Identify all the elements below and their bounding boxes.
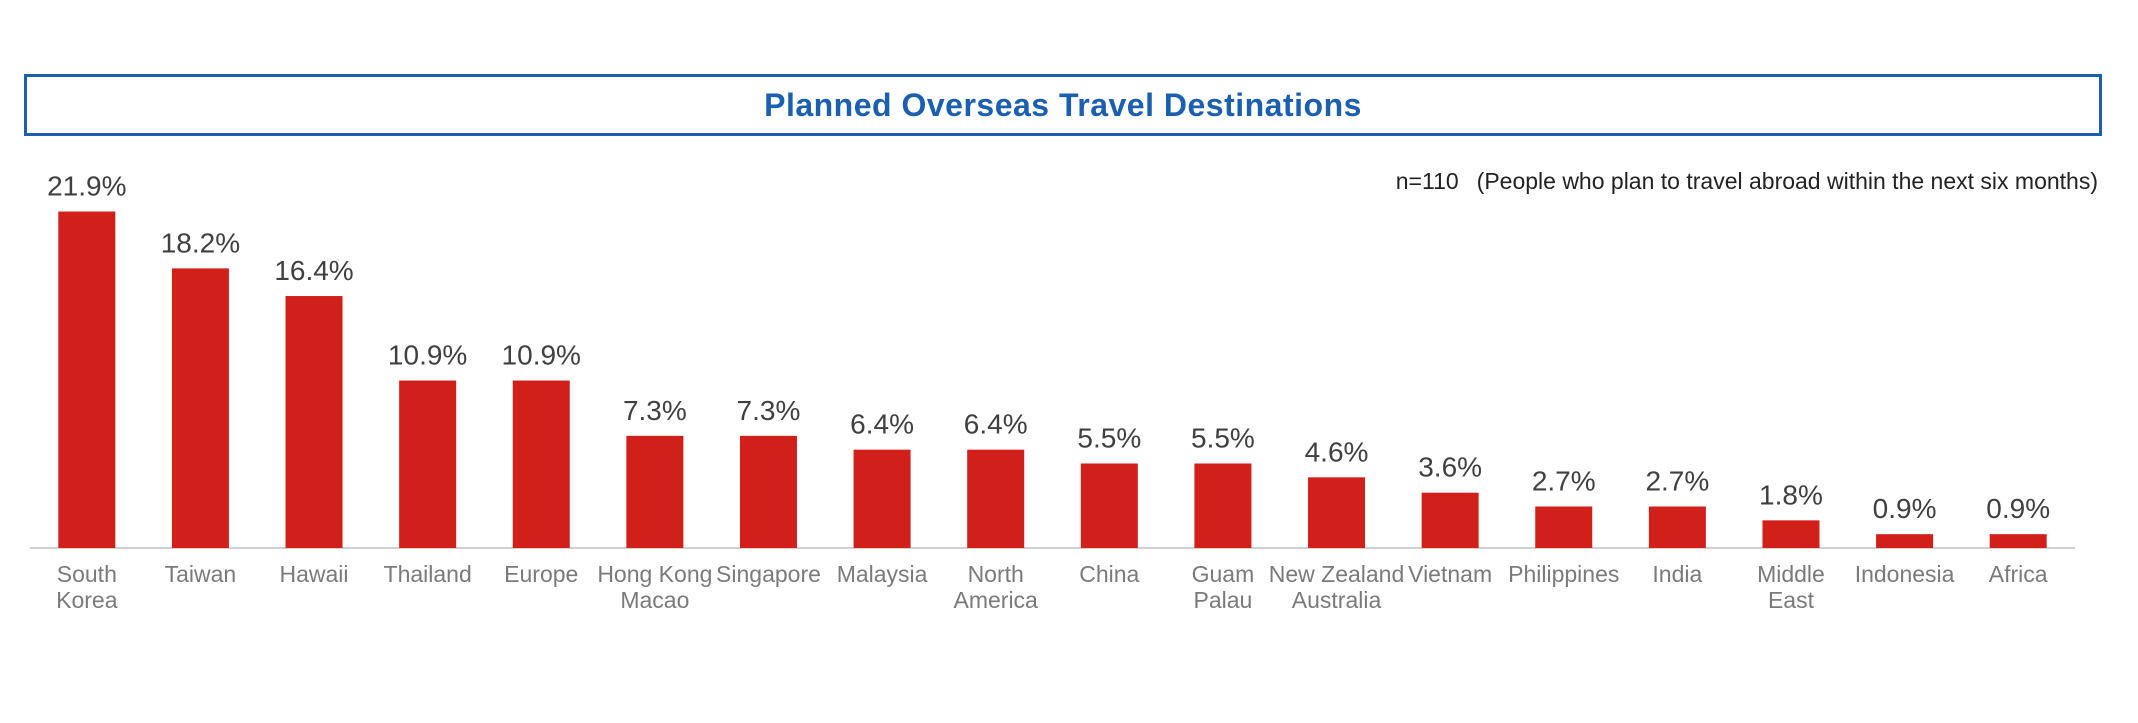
bar: [512, 380, 570, 548]
x-tick-label: Malaysia: [837, 561, 928, 587]
data-label: 6.4%: [850, 409, 914, 440]
data-label: 10.9%: [388, 340, 467, 371]
x-tick-label: Thailand: [384, 561, 472, 587]
data-label: 6.4%: [964, 409, 1028, 440]
data-label: 0.9%: [1873, 493, 1937, 524]
x-tick-label: Philippines: [1508, 561, 1619, 587]
data-label: 1.8%: [1759, 479, 1823, 510]
data-label: 2.7%: [1645, 466, 1709, 497]
sample-note: n=110 (People who plan to travel abroad w…: [1396, 168, 2098, 195]
x-tick-label: Guam: [1192, 561, 1255, 587]
sample-size: n=110: [1395, 168, 1459, 194]
data-label: 5.5%: [1191, 423, 1255, 454]
x-tick-label: East: [1768, 587, 1815, 613]
x-tick-label: Singapore: [716, 561, 821, 587]
bar: [967, 449, 1025, 548]
data-label: 2.7%: [1532, 466, 1596, 497]
data-label: 3.6%: [1418, 452, 1482, 483]
bar: [1421, 492, 1479, 548]
x-tick-label: India: [1652, 561, 1702, 587]
data-label: 0.9%: [1986, 493, 2050, 524]
chart-title: Planned Overseas Travel Destinations: [764, 86, 1362, 123]
bar: [1308, 477, 1366, 548]
x-tick-label: Hong Kong: [597, 561, 712, 587]
x-tick-label: Taiwan: [165, 561, 237, 587]
x-tick-label: Indonesia: [1855, 561, 1955, 587]
x-tick-label: Middle: [1757, 561, 1825, 587]
x-tick-label: Australia: [1292, 587, 1382, 613]
data-label: 16.4%: [274, 255, 353, 286]
bar: [1648, 506, 1706, 548]
bar: [399, 380, 457, 548]
data-label: 10.9%: [502, 340, 581, 371]
x-tick-label: Hawaii: [280, 561, 349, 587]
bar: [1080, 463, 1138, 548]
bar: [626, 435, 684, 548]
data-label: 7.3%: [737, 395, 801, 426]
bar: [285, 296, 343, 548]
x-tick-label: China: [1079, 561, 1139, 587]
x-tick-label: Macao: [620, 587, 689, 613]
bar: [1535, 506, 1593, 548]
x-tick-label: New Zealand: [1269, 561, 1405, 587]
data-label: 21.9%: [47, 171, 126, 202]
bar: [1762, 520, 1820, 548]
bar: [58, 211, 116, 548]
bar: [1194, 463, 1252, 548]
x-tick-label: Europe: [504, 561, 578, 587]
x-tick-label: Africa: [1989, 561, 2048, 587]
x-tick-label: America: [954, 587, 1039, 613]
bar: [853, 449, 911, 548]
chart-title-box: Planned Overseas Travel Destinations: [24, 74, 2102, 136]
x-tick-label: North: [968, 561, 1024, 587]
x-tick-label: Korea: [56, 587, 118, 613]
x-tick-label: South: [57, 561, 117, 587]
data-label: 7.3%: [623, 395, 687, 426]
x-tick-label: Vietnam: [1408, 561, 1492, 587]
x-tick-label: Palau: [1194, 587, 1253, 613]
data-label: 5.5%: [1077, 423, 1141, 454]
bar: [739, 435, 797, 548]
sample-description: (People who plan to travel abroad within…: [1476, 168, 2098, 194]
bar: [1989, 534, 2047, 548]
data-label: 18.2%: [161, 227, 240, 258]
data-label: 4.6%: [1305, 436, 1369, 467]
bar: [171, 268, 229, 548]
bar: [1876, 534, 1934, 548]
